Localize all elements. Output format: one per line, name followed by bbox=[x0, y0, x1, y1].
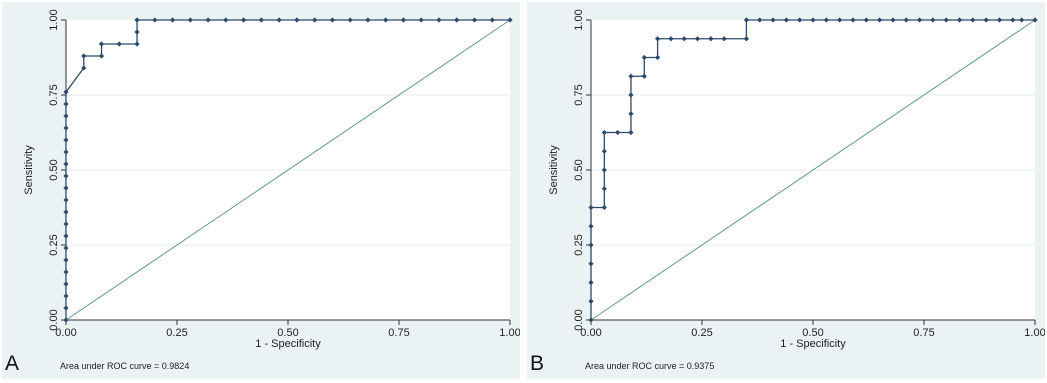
y-tick-label: 0.50 bbox=[573, 159, 585, 180]
y-tick-label: 0.25 bbox=[573, 234, 585, 255]
y-tick-label: 0.25 bbox=[48, 234, 60, 255]
x-axis-title: 1 - Specificity bbox=[780, 338, 846, 350]
y-tick-label: 0.50 bbox=[48, 159, 60, 180]
x-tick-label: 0.75 bbox=[913, 327, 934, 339]
y-tick-label: 0.75 bbox=[573, 84, 585, 105]
panel-label-b: B bbox=[530, 352, 544, 376]
x-tick-label: 1.00 bbox=[1024, 327, 1045, 339]
auc-annotation-a: Area under ROC curve = 0.9824 bbox=[60, 361, 189, 371]
panel-label-a: A bbox=[5, 352, 19, 376]
roc-chart-b: 0.000.250.500.751.000.00 0.25 0.50 0.75 1.00… bbox=[527, 2, 1045, 379]
y-axis-title: Sensitivity bbox=[23, 145, 35, 195]
x-axis-title: 1 - Specificity bbox=[255, 338, 321, 350]
y-tick-label: 0.75 bbox=[48, 84, 60, 105]
x-tick-label: 0.75 bbox=[388, 327, 409, 339]
x-tick-label: 0.25 bbox=[691, 327, 712, 339]
roc-panel-a: 0.00 0.25 0.50 0.75 1.00 0.00 0.25 0.50 0.75 1.00… bbox=[2, 2, 520, 379]
y-axis-title: Sensitivity bbox=[548, 145, 560, 195]
x-tick-label: 0.25 bbox=[166, 327, 187, 339]
y-tick-label: 1.00 bbox=[573, 9, 585, 30]
x-tick-label: 1.00 bbox=[499, 327, 520, 339]
auc-annotation-b: Area under ROC curve = 0.9375 bbox=[585, 361, 714, 371]
x-tick-label: 0.00 bbox=[580, 327, 601, 339]
roc-chart-a: 0.00 0.25 0.50 0.75 1.00 0.00 0.25 0.50 0.75 1.00… bbox=[2, 2, 520, 379]
roc-panel-b: 0.00 0.25 0.50 0.75 1.00 0.00 0.25 0.50 0.75 1.00… bbox=[527, 2, 1045, 379]
x-tick-label: 0.00 bbox=[55, 327, 76, 339]
y-tick-label: 1.00 bbox=[48, 9, 60, 30]
